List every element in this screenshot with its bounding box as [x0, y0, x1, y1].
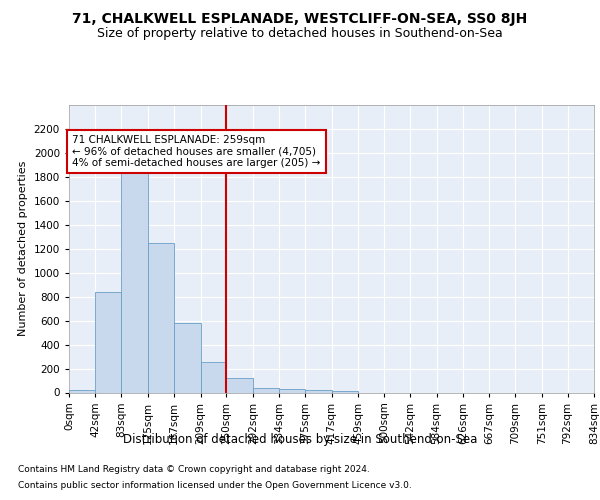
Bar — [253, 388, 279, 392]
Text: Size of property relative to detached houses in Southend-on-Sea: Size of property relative to detached ho… — [97, 28, 503, 40]
Bar — [95, 292, 121, 392]
Text: Distribution of detached houses by size in Southend-on-Sea: Distribution of detached houses by size … — [123, 432, 477, 446]
Bar — [279, 390, 305, 392]
Y-axis label: Number of detached properties: Number of detached properties — [18, 161, 28, 336]
Text: 71 CHALKWELL ESPLANADE: 259sqm
← 96% of detached houses are smaller (4,705)
4% o: 71 CHALKWELL ESPLANADE: 259sqm ← 96% of … — [72, 135, 320, 168]
Bar — [226, 378, 253, 392]
Bar — [148, 243, 174, 392]
Bar — [305, 390, 331, 392]
Text: Contains HM Land Registry data © Crown copyright and database right 2024.: Contains HM Land Registry data © Crown c… — [18, 466, 370, 474]
Text: 71, CHALKWELL ESPLANADE, WESTCLIFF-ON-SEA, SS0 8JH: 71, CHALKWELL ESPLANADE, WESTCLIFF-ON-SE… — [73, 12, 527, 26]
Bar — [121, 135, 148, 392]
Bar — [174, 323, 200, 392]
Text: Contains public sector information licensed under the Open Government Licence v3: Contains public sector information licen… — [18, 480, 412, 490]
Bar — [200, 362, 226, 392]
Bar — [69, 390, 95, 392]
